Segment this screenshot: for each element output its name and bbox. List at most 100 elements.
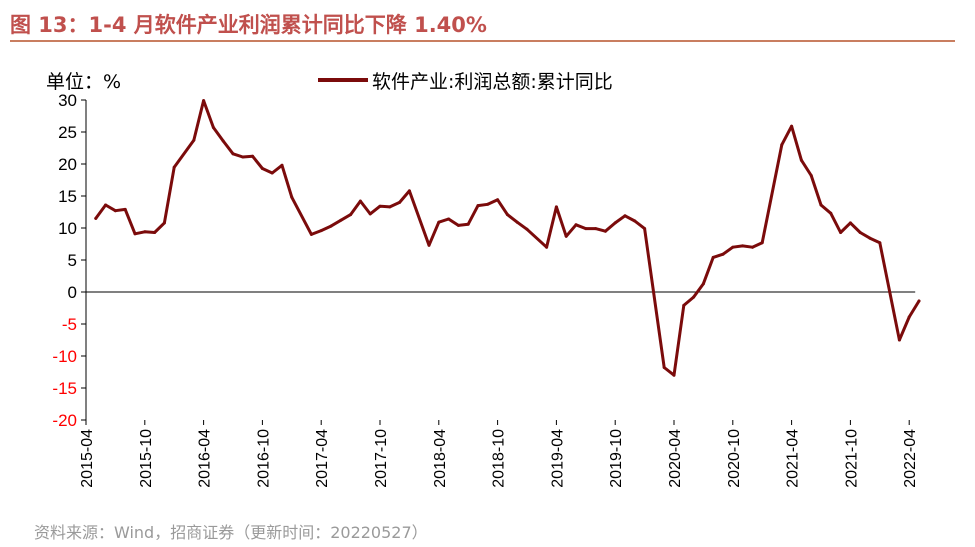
x-tick-label: 2016-04: [197, 429, 214, 488]
data-point: [505, 213, 509, 217]
x-tick-label: 2018-04: [432, 429, 449, 488]
x-tick-label: 2020-04: [667, 429, 684, 488]
data-point: [113, 209, 117, 213]
data-point: [623, 214, 627, 218]
data-point: [701, 282, 705, 286]
data-point: [643, 227, 647, 231]
x-tick-label: 2017-10: [373, 429, 390, 488]
data-point: [456, 223, 460, 227]
data-point: [692, 295, 696, 299]
data-point: [545, 245, 549, 249]
data-point: [251, 154, 255, 158]
y-tick-label: -5: [62, 315, 77, 334]
x-tick-label: 2020-10: [726, 429, 743, 488]
unit-label: 单位：%: [46, 71, 122, 93]
legend-label: 软件产业:利润总额:累计同比: [372, 70, 613, 93]
data-point: [868, 236, 872, 240]
x-tick-label: 2017-04: [314, 429, 331, 488]
data-point: [358, 199, 362, 203]
data-point: [819, 203, 823, 207]
x-tick-label: 2021-04: [785, 429, 802, 488]
data-point: [407, 189, 411, 193]
data-point: [329, 224, 333, 228]
data-point: [613, 221, 617, 225]
y-tick-label: 10: [58, 219, 77, 238]
data-point: [897, 338, 901, 342]
data-point: [162, 221, 166, 225]
legend-line-swatch: [318, 78, 368, 82]
source-note: 资料来源：Wind，招商证券（更新时间：20220527）: [34, 523, 428, 542]
data-point: [515, 220, 519, 224]
y-tick-label: -15: [52, 379, 77, 398]
title-divider: [10, 40, 955, 42]
data-point: [437, 220, 441, 224]
data-point: [349, 213, 353, 217]
data-point: [447, 217, 451, 221]
data-point: [584, 227, 588, 231]
series-layer: [94, 99, 921, 377]
data-point: [260, 167, 264, 170]
y-tick-label: 0: [68, 283, 77, 302]
data-point: [270, 171, 274, 175]
data-point: [829, 211, 833, 215]
data-point: [594, 227, 598, 231]
y-tick-label: 25: [58, 123, 77, 142]
x-tick-label: 2019-04: [549, 429, 566, 488]
data-point: [848, 221, 852, 225]
data-point: [339, 218, 343, 222]
data-point: [564, 234, 568, 238]
data-point: [94, 216, 98, 220]
data-point: [809, 174, 813, 177]
data-point: [211, 126, 215, 129]
data-point: [731, 245, 735, 249]
data-point: [858, 231, 862, 234]
x-tick-label: 2018-10: [491, 429, 508, 488]
axes: [85, 100, 916, 420]
data-point: [574, 223, 578, 227]
x-tick-label: 2022-04: [902, 429, 919, 488]
data-point: [799, 158, 803, 162]
data-point: [466, 222, 470, 226]
data-point: [711, 255, 715, 259]
data-point: [231, 152, 235, 156]
data-point: [750, 245, 754, 249]
y-tick-label: 15: [58, 187, 77, 206]
data-point: [290, 195, 294, 199]
data-point: [398, 200, 402, 204]
data-point: [368, 212, 372, 216]
legend: 软件产业:利润总额:累计同比: [318, 67, 613, 93]
x-axis-ticks: 2015-04 2015-10 2016-04 2016-10 2017-04 2017-…: [79, 420, 919, 488]
data-point: [123, 207, 127, 211]
data-point: [525, 227, 529, 231]
y-tick-label: 20: [58, 155, 77, 174]
data-point: [202, 99, 206, 103]
y-tick-label: -10: [52, 347, 77, 366]
y-tick-label: 5: [68, 251, 77, 270]
data-point: [378, 204, 382, 208]
data-point: [907, 315, 911, 319]
data-point: [662, 366, 666, 369]
data-point: [780, 143, 784, 147]
data-point: [319, 229, 323, 233]
data-point: [603, 229, 607, 233]
series-line-0: [94, 99, 921, 377]
x-tick-label: 2016-10: [255, 429, 272, 488]
chart-title: 图 13：1-4 月软件产业利润累计同比下降 1.40%: [10, 13, 487, 37]
data-point: [721, 252, 725, 256]
data-point: [280, 163, 284, 167]
data-point: [760, 241, 764, 245]
data-point: [741, 244, 745, 248]
data-point: [839, 231, 843, 234]
data-point: [878, 241, 882, 245]
x-tick-label: 2015-10: [138, 429, 155, 488]
data-point: [427, 243, 431, 247]
data-point: [476, 204, 480, 208]
data-point: [486, 202, 490, 206]
data-point: [221, 139, 225, 143]
y-tick-label: 30: [58, 91, 77, 110]
data-point: [672, 373, 676, 377]
data-point: [496, 198, 500, 202]
x-tick-label: 2015-04: [79, 429, 96, 488]
y-tick-label: -20: [52, 411, 77, 430]
